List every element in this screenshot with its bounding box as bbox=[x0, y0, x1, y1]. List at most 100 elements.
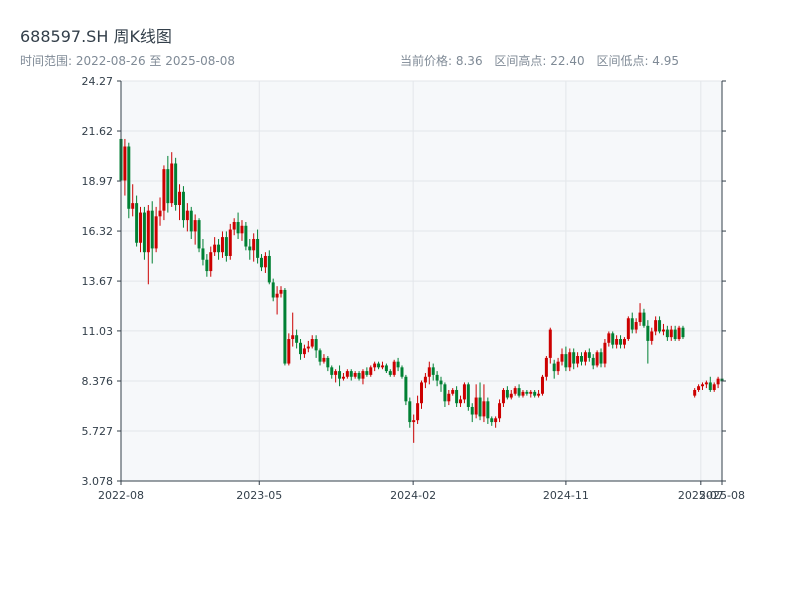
candle-body bbox=[193, 220, 197, 232]
candle-body bbox=[552, 363, 556, 372]
candle-body bbox=[353, 372, 357, 377]
candle-body bbox=[201, 248, 205, 260]
candle-body bbox=[630, 318, 634, 330]
candle-body bbox=[716, 378, 720, 385]
chart-title: 688597.SH 周K线图 bbox=[20, 27, 172, 46]
candle-body bbox=[587, 352, 591, 358]
candle-body bbox=[568, 352, 572, 368]
candle-body bbox=[447, 393, 451, 402]
candle-body bbox=[459, 399, 463, 404]
candle-body bbox=[537, 393, 541, 396]
candle-body bbox=[139, 212, 143, 243]
candle-body bbox=[556, 361, 560, 372]
candle-body bbox=[693, 389, 697, 396]
y-tick-label: 5.727 bbox=[82, 425, 114, 438]
candle-body bbox=[310, 339, 314, 347]
x-tick-label: 2024-11 bbox=[543, 489, 589, 502]
candle-body bbox=[482, 401, 486, 417]
candle-body bbox=[669, 329, 673, 338]
candle-body bbox=[213, 244, 217, 253]
candle-body bbox=[544, 357, 548, 377]
candle-body bbox=[244, 225, 248, 247]
y-tick-label: 11.03 bbox=[82, 325, 114, 338]
candle-body bbox=[615, 339, 619, 345]
candle-body bbox=[361, 371, 365, 379]
candle-body bbox=[498, 403, 502, 419]
candle-body bbox=[314, 339, 318, 351]
candle-body bbox=[708, 382, 712, 390]
candle-body bbox=[404, 376, 408, 402]
candle-body bbox=[252, 238, 256, 251]
price-stats: 当前价格: 8.36 区间高点: 22.40 区间低点: 4.95 bbox=[400, 52, 679, 69]
candle-body bbox=[263, 255, 267, 268]
candle-body bbox=[373, 363, 377, 368]
candle-body bbox=[580, 356, 584, 362]
candle-body bbox=[466, 384, 470, 407]
candle-body bbox=[287, 339, 291, 364]
candles bbox=[119, 118, 724, 443]
candle-body bbox=[654, 320, 658, 332]
candle-body bbox=[681, 327, 685, 338]
y-tick-label: 21.62 bbox=[82, 125, 114, 138]
candle-body bbox=[505, 389, 509, 398]
candle-body bbox=[166, 169, 170, 204]
candle-body bbox=[431, 367, 435, 375]
candle-body bbox=[279, 289, 283, 294]
candle-body bbox=[283, 289, 287, 364]
current-price-text: 当前价格: 8.36 bbox=[400, 54, 483, 68]
candle-body bbox=[712, 384, 716, 390]
y-tick-label: 16.32 bbox=[82, 225, 114, 238]
candle-body bbox=[474, 397, 478, 415]
axes: 3.078 5.727 8.376 11.03 13.67 16.32 18.97 21.62… bbox=[82, 75, 745, 502]
candle-body bbox=[650, 331, 654, 341]
candle-body bbox=[513, 388, 517, 394]
candle-body bbox=[673, 329, 677, 340]
candle-body bbox=[131, 203, 135, 209]
candle-body bbox=[197, 220, 201, 249]
candle-body bbox=[189, 210, 193, 232]
candle-body bbox=[435, 374, 439, 381]
candle-body bbox=[302, 348, 306, 355]
candle-body bbox=[622, 339, 626, 345]
candle-body bbox=[427, 367, 431, 377]
candle-body bbox=[271, 282, 275, 298]
candle-body bbox=[154, 216, 158, 249]
candle-body bbox=[232, 221, 236, 230]
candle-body bbox=[420, 382, 423, 404]
candle-body bbox=[494, 418, 498, 423]
candle-body bbox=[560, 354, 564, 362]
candle-body bbox=[209, 252, 213, 272]
candle-body bbox=[228, 229, 232, 256]
candle-body bbox=[334, 371, 338, 375]
candle-body bbox=[220, 237, 224, 253]
candle-body bbox=[583, 352, 587, 362]
candle-body bbox=[217, 244, 221, 253]
x-tick-label: 2025-08 bbox=[699, 489, 745, 502]
x-tick-label: 2025-07 bbox=[678, 489, 724, 502]
candle-body bbox=[529, 391, 533, 394]
candle-body bbox=[205, 259, 209, 272]
candle-body bbox=[295, 335, 299, 343]
y-tick-label: 18.97 bbox=[82, 175, 114, 188]
candle-body bbox=[626, 318, 630, 340]
candle-body bbox=[127, 146, 131, 209]
candle-body bbox=[341, 376, 345, 379]
candle-body bbox=[572, 352, 576, 364]
y-tick-label: 13.67 bbox=[82, 275, 114, 288]
x-tick-label: 2024-02 bbox=[390, 489, 436, 502]
candle-body bbox=[135, 203, 139, 243]
candle-body bbox=[416, 403, 420, 421]
candle-body bbox=[248, 246, 252, 251]
candle-body bbox=[150, 210, 154, 249]
candle-body bbox=[525, 391, 529, 394]
candle-body bbox=[697, 386, 701, 390]
candle-body bbox=[521, 391, 525, 396]
candle-body bbox=[267, 255, 271, 283]
candle-body bbox=[357, 372, 361, 379]
candle-body bbox=[299, 342, 303, 355]
candle-body bbox=[443, 384, 447, 402]
candle-body bbox=[517, 388, 521, 396]
candle-body bbox=[275, 293, 279, 298]
candle-body bbox=[591, 357, 595, 366]
range-low-text: 区间低点: 4.95 bbox=[596, 54, 680, 68]
